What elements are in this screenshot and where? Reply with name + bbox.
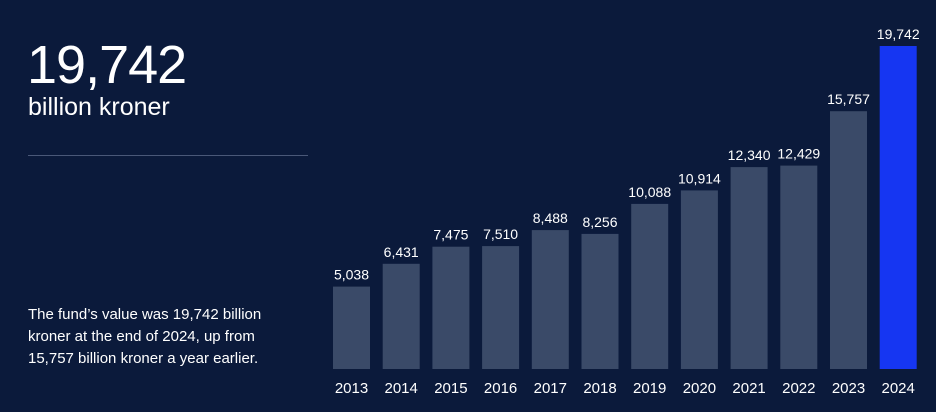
x-tick-label-year-2021: 2021 xyxy=(732,380,765,397)
bar-year-2024 xyxy=(879,46,917,369)
bar-year-2015 xyxy=(432,246,470,369)
value-label-year-2021: 12,340 xyxy=(728,147,771,163)
headline-value: 19,742 xyxy=(27,35,187,95)
bar-year-2018 xyxy=(581,233,619,369)
x-tick-label-year-2022: 2022 xyxy=(782,380,815,397)
bar-year-2021 xyxy=(730,167,768,369)
value-label-year-2023: 15,757 xyxy=(827,91,870,107)
divider xyxy=(28,155,308,156)
x-tick-label-year-2017: 2017 xyxy=(534,380,567,397)
x-tick-label-year-2024: 2024 xyxy=(882,380,915,397)
bar-year-2017 xyxy=(531,230,569,369)
bar-year-2014 xyxy=(382,263,420,369)
value-label-year-2017: 8,488 xyxy=(533,210,568,226)
value-label-year-2015: 7,475 xyxy=(433,227,468,243)
x-tick-label-year-2016: 2016 xyxy=(484,380,517,397)
bar-year-2022 xyxy=(780,165,818,369)
value-label-year-2016: 7,510 xyxy=(483,226,518,242)
value-label-year-2014: 6,431 xyxy=(384,244,419,260)
headline-unit: billion kroner xyxy=(28,93,170,121)
bar-year-2016 xyxy=(482,246,520,369)
x-tick-label-year-2018: 2018 xyxy=(583,380,616,397)
bar-year-2013 xyxy=(333,286,370,369)
x-tick-label-year-2013: 2013 xyxy=(335,380,368,397)
x-tick-label-year-2020: 2020 xyxy=(683,380,716,397)
value-label-year-2022: 12,429 xyxy=(777,146,820,162)
value-label-year-2018: 8,256 xyxy=(582,214,617,230)
bar-year-2023 xyxy=(830,111,867,369)
value-label-year-2013: 5,038 xyxy=(334,267,369,283)
x-tick-label-year-2015: 2015 xyxy=(434,380,467,397)
bar-year-2019 xyxy=(631,203,669,369)
value-label-year-2019: 10,088 xyxy=(628,184,671,200)
value-label-year-2020: 10,914 xyxy=(678,170,721,186)
fund-description: The fund’s value was 19,742 billion kron… xyxy=(28,306,262,367)
bar-year-2020 xyxy=(680,190,718,369)
value-label-year-2024: 19,742 xyxy=(877,26,920,42)
x-tick-label-year-2023: 2023 xyxy=(832,380,865,397)
x-tick-label-year-2014: 2014 xyxy=(385,380,418,397)
x-tick-label-year-2019: 2019 xyxy=(633,380,666,397)
